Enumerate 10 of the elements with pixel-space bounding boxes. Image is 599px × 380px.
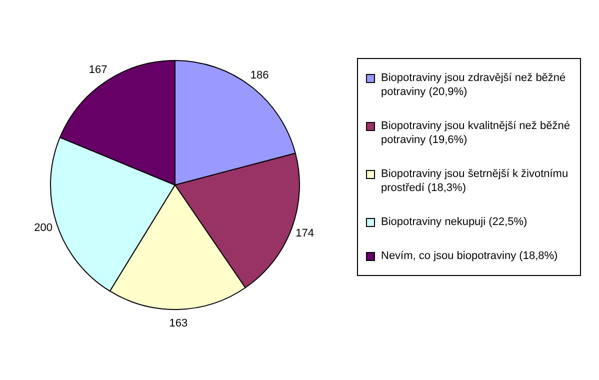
data-label: 167 xyxy=(88,64,108,76)
data-label: 186 xyxy=(250,69,269,82)
data-label: 174 xyxy=(296,227,314,240)
data-label: 163 xyxy=(169,317,188,330)
data-label: 200 xyxy=(34,222,52,234)
legend-label: Biopotraviny jsou šetrnější k životnímu prostředí (18,3%) xyxy=(381,167,570,195)
legend-label: Nevím, co jsou biopotraviny (18,8%) xyxy=(381,249,558,263)
legend-label: Biopotraviny nekupuji (22,5%) xyxy=(381,215,528,229)
legend-label: Biopotraviny jsou zdravější než běžné potraviny (20,9%) xyxy=(381,71,567,99)
legend-label: Biopotraviny jsou kvalitnější než běžné potraviny (19,6%) xyxy=(381,119,571,147)
